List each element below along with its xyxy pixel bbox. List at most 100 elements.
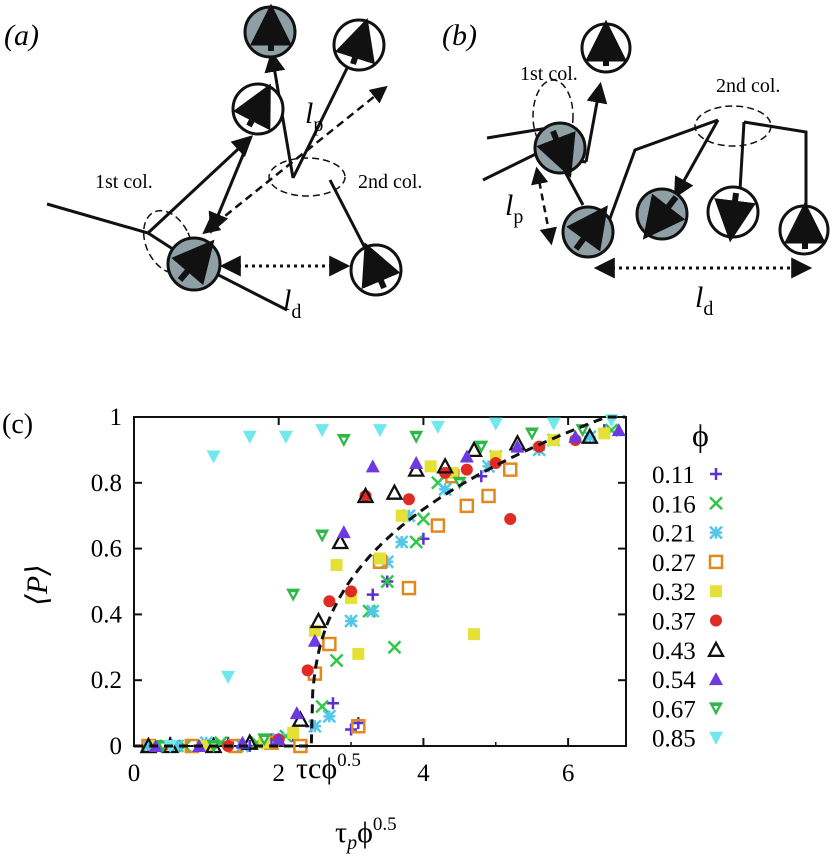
- data-point-0.67: [575, 424, 590, 438]
- data-point-0.37: [323, 595, 336, 608]
- legend-label: 0.85: [652, 726, 696, 753]
- data-point-0.67: [336, 434, 351, 448]
- y-tick-label: 0.4: [91, 601, 123, 628]
- data-point-0.54: [336, 525, 351, 539]
- data-point-0.21: [394, 535, 409, 549]
- critical-label: τcϕ0.5: [296, 750, 361, 785]
- data-point-0.21: [481, 459, 496, 474]
- data-point-0.43: [240, 733, 259, 750]
- chart-panel-label: (c): [2, 409, 33, 440]
- panel-a-arrow-4: [291, 48, 358, 179]
- panel-a-lp-label: lp: [305, 97, 323, 136]
- data-point-0.85: [373, 424, 387, 438]
- data-point-0.16: [315, 699, 330, 714]
- data-point-0.11: [352, 716, 365, 729]
- legend-label: 0.11: [652, 462, 695, 489]
- legend-label: 0.21: [652, 521, 696, 548]
- data-point-0.32: [468, 628, 481, 641]
- legend-label: 0.27: [652, 550, 696, 577]
- panel-a-particle-arrow-icon: [232, 83, 271, 131]
- data-point-0.37: [504, 512, 517, 525]
- legend-marker-0.54: [709, 672, 723, 686]
- y-tick-label: 0.2: [91, 667, 122, 694]
- data-point-0.16: [416, 512, 431, 526]
- data-point-0.32: [374, 552, 386, 565]
- data-point-0.43: [580, 427, 599, 444]
- panel-b-lp-label: lp: [505, 189, 523, 228]
- x-axis-label: τpϕ0.5: [335, 814, 397, 854]
- legend-marker-0.32: [710, 585, 722, 598]
- data-point-0.43: [331, 532, 350, 550]
- data-point-0.21: [170, 739, 185, 753]
- data-point-0.27: [430, 518, 446, 533]
- data-point-0.54: [510, 439, 525, 453]
- panel-b-col1-label: 1st col.: [520, 63, 578, 85]
- data-point-0.11: [366, 588, 379, 601]
- panel-b-particle-arrow-icon: [714, 192, 756, 243]
- legend-label: 0.32: [652, 579, 696, 606]
- data-point-0.37: [402, 493, 415, 506]
- plot-frame: [133, 416, 627, 747]
- data-point-0.85: [278, 430, 293, 444]
- data-point-0.54: [289, 706, 304, 720]
- panel-a-col1-label: 1st col.: [95, 171, 153, 193]
- data-point-0.43: [309, 611, 328, 629]
- legend-marker-0.11: [710, 468, 722, 480]
- data-point-0.43: [465, 440, 483, 458]
- data-point-0.27: [502, 462, 518, 477]
- data-point-0.67: [474, 440, 489, 454]
- data-point-0.21: [322, 709, 337, 724]
- x-tick-label: 4: [417, 760, 430, 787]
- y-axis-label: ⟨P⟩: [21, 564, 54, 606]
- data-point-0.85: [242, 430, 257, 444]
- data-point-0.54: [307, 633, 322, 647]
- legend: ϕ 0.110.16 0.210.270.32 0.370.430.540.67 0.…: [652, 417, 725, 753]
- data-point-0.85: [546, 417, 561, 431]
- data-point-0.21: [402, 508, 416, 523]
- y-tick-label: 0: [110, 733, 123, 760]
- legend-label: 0.16: [652, 491, 696, 518]
- data-point-0.54: [459, 449, 474, 463]
- panel-a-arrow-2: [208, 137, 252, 234]
- data-point-0.85: [206, 450, 221, 464]
- data-point-0.67: [286, 588, 301, 602]
- data-point-0.43: [407, 460, 426, 477]
- data-point-0.32: [424, 460, 437, 473]
- data-point-0.43: [356, 486, 375, 504]
- data-point-0.21: [141, 739, 156, 753]
- data-point-0.32: [287, 726, 300, 739]
- data-point-0.16: [329, 653, 344, 668]
- fit-curve: [134, 415, 626, 748]
- data-point-0.67: [257, 733, 272, 747]
- panel-b-particle-arrow-icon: [536, 129, 576, 178]
- data-point-0.43: [385, 483, 404, 500]
- panel-a-ld-label: ld: [283, 284, 301, 323]
- legend-marker-0.21: [709, 525, 723, 540]
- data-point-0.21: [438, 482, 453, 497]
- legend-title: ϕ: [692, 417, 709, 453]
- data-point-0.67: [452, 476, 467, 490]
- panel-a-trajectory: [46, 202, 288, 312]
- data-point-0.43: [436, 456, 455, 474]
- panel-b: (b) 1st col. 2nd col. lp ld: [442, 19, 830, 320]
- legend-marker-0.16: [709, 496, 723, 511]
- panel-b-trajectory-3: [603, 118, 719, 233]
- data-point-0.37: [301, 664, 314, 677]
- data-point-0.37: [489, 457, 502, 470]
- legend-label: 0.67: [652, 696, 696, 723]
- legend-label: 0.43: [652, 638, 696, 665]
- data-point-0.21: [582, 429, 597, 444]
- panel-b-col2-ellipse: [694, 105, 772, 147]
- data-point-0.54: [611, 423, 626, 437]
- data-point-0.85: [488, 417, 503, 431]
- data-point-0.16: [380, 574, 395, 589]
- x-tick-label: 2: [272, 760, 285, 787]
- panel-a: (a) 1st col. 2nd col. lp ld: [4, 3, 422, 323]
- panel-a-particle-arrow-icon: [334, 17, 375, 65]
- legend-marker-0.85: [709, 731, 723, 745]
- legend-label: 0.54: [652, 667, 696, 694]
- data-point-0.54: [271, 732, 286, 746]
- data-point-0.54: [409, 456, 424, 470]
- data-point-0.32: [330, 559, 343, 572]
